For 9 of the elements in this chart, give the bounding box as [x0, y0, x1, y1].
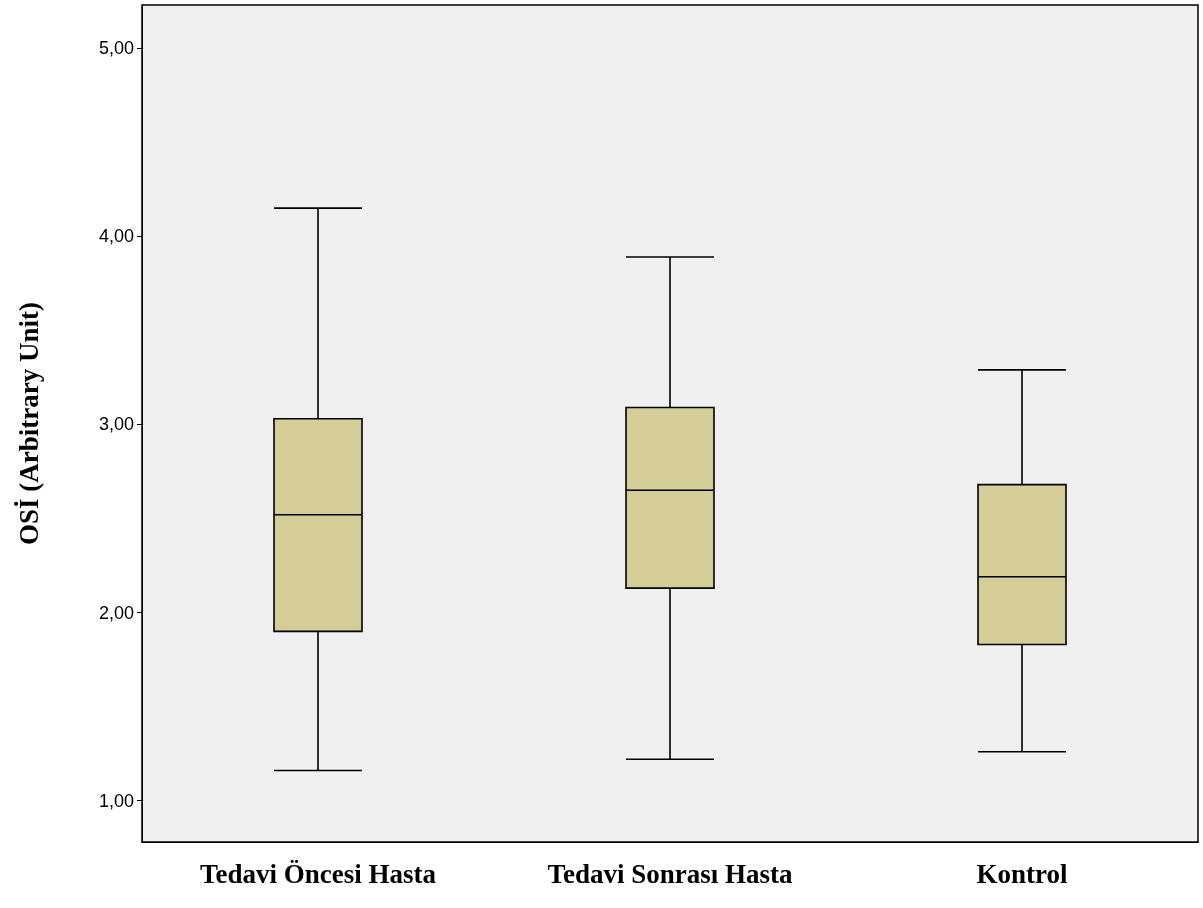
x-tick-label: Tedavi Sonrası Hasta: [547, 858, 794, 889]
y-tick-label: 2,00: [98, 602, 134, 623]
y-tick-label: 1,00: [98, 790, 134, 811]
x-tick-label: Kontrol: [976, 858, 1068, 889]
y-axis-title: OSİ (Arbitrary Unit): [13, 302, 44, 545]
y-tick-label: 4,00: [98, 226, 134, 247]
y-tick-label: 3,00: [98, 414, 134, 435]
x-tick-label: Tedavi Öncesi Hasta: [199, 858, 437, 889]
y-tick-label: 5,00: [98, 38, 134, 59]
